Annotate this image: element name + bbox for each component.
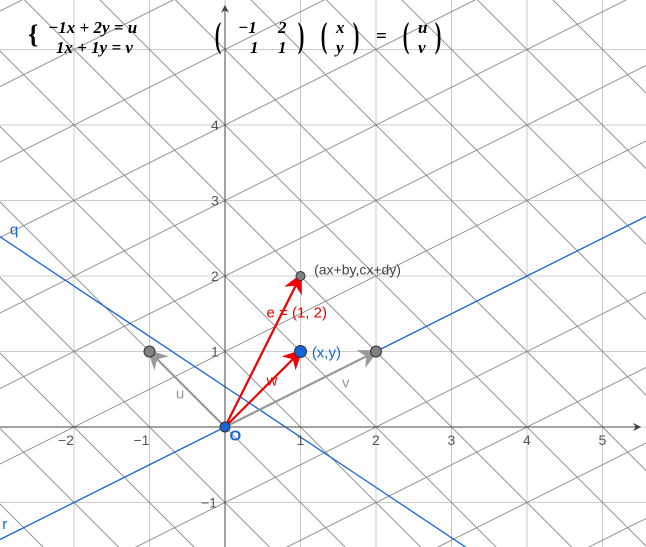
label-u: u [176, 385, 184, 402]
ytick: −1 [201, 495, 217, 511]
label-r: r [2, 516, 7, 533]
xtick: −2 [58, 432, 74, 448]
rparen-xy: ) [353, 14, 360, 56]
point-xy[interactable] [295, 346, 307, 358]
mat-a: −1 [238, 18, 257, 38]
xtick: 2 [372, 432, 380, 448]
label-q: q [10, 221, 18, 238]
vec-x: x [336, 18, 345, 38]
vec-y: y [336, 38, 344, 58]
xtick: 4 [523, 432, 531, 448]
system-row1: −1x + 2y = u [48, 18, 137, 38]
grid-skew [0, 50, 646, 428]
ytick: 1 [211, 344, 219, 360]
brace: { [28, 20, 38, 50]
mat-b: 2 [278, 18, 287, 38]
lparen-xy: ( [321, 14, 328, 56]
mat-c: 1 [250, 38, 259, 58]
point-u-end[interactable] [144, 346, 155, 357]
label-w: w [266, 372, 278, 389]
xtick: 3 [448, 432, 456, 448]
point-transform[interactable] [296, 272, 305, 281]
point-origin[interactable] [220, 422, 230, 432]
vec-v: v [418, 38, 426, 58]
label-origin: O [230, 428, 242, 445]
mat-d: 1 [278, 38, 287, 58]
ytick: 4 [211, 117, 219, 133]
label-v: v [342, 375, 350, 392]
ytick: 2 [211, 268, 219, 284]
equals: = [376, 26, 387, 48]
lparen-mat: ( [215, 14, 222, 56]
grid-skew [0, 125, 646, 547]
xtick: −1 [134, 432, 150, 448]
grid-skew [0, 0, 646, 427]
lparen-uv: ( [403, 14, 410, 56]
line-q[interactable] [0, 206, 467, 547]
vec-u: u [418, 18, 427, 38]
label-xy: (x,y) [312, 345, 341, 362]
point-v-end[interactable] [371, 346, 382, 357]
rparen-mat: ) [298, 14, 305, 56]
rparen-uv: ) [435, 14, 442, 56]
ytick: 3 [211, 193, 219, 209]
xtick: 1 [297, 432, 305, 448]
xtick: 5 [599, 432, 607, 448]
label-transform: (ax+by,cx+dy) [314, 261, 401, 277]
system-row2: 1x + 1y = v [56, 38, 133, 58]
vector-u[interactable] [150, 352, 226, 428]
label-e: e = (1, 2) [267, 305, 327, 322]
